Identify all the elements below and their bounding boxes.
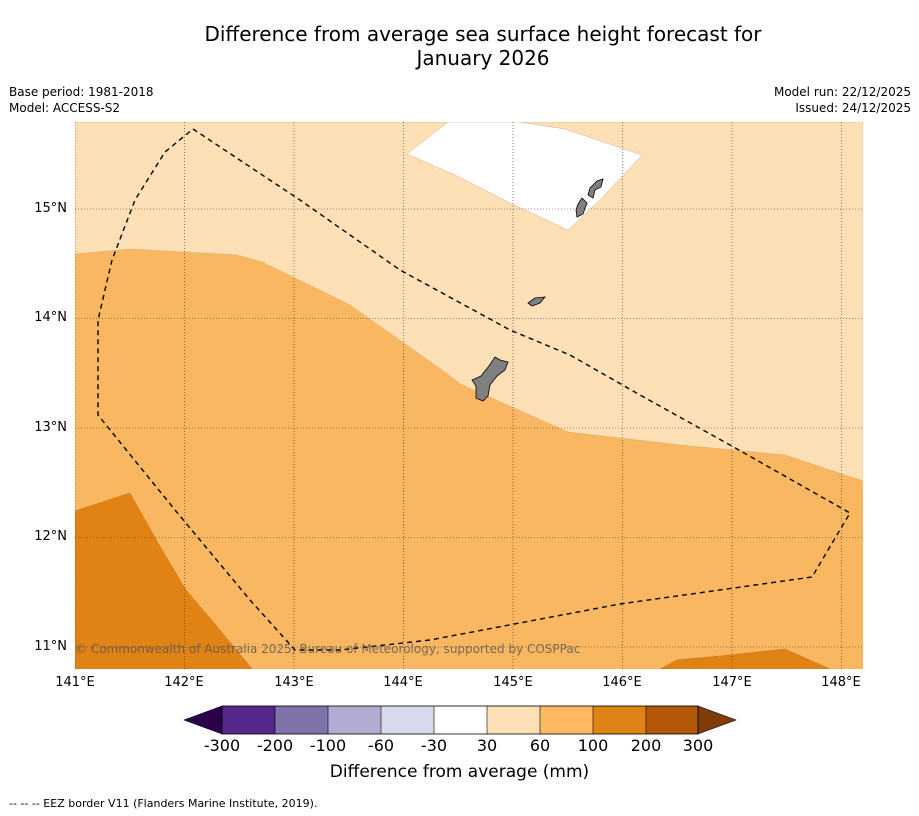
lon-label-144e: 144°E [383,675,423,690]
model-text: Model: ACCESS-S2 [9,101,121,115]
band-100-200-se [659,648,831,669]
colorbar-tick-neg30: -30 [420,736,448,755]
issued-text: Issued: 24/12/2025 [795,101,911,115]
colorbar-tick-300: 300 [682,736,714,755]
meta-right: Model run: 22/12/2025 Issued: 24/12/2025 [774,84,911,116]
colorbar-seg-9 [646,706,698,734]
colorbar-tick-neg100: -100 [309,736,347,755]
colorbar-tick-200: 200 [630,736,662,755]
island-tinian [575,197,588,218]
colorbar-tick-100: 100 [577,736,609,755]
colorbar-tick-neg300: -300 [203,736,241,755]
colorbar-seg-8 [593,706,646,734]
colorbar-tick-60: 60 [529,736,551,755]
island-rota [527,296,546,307]
colorbar-seg-2 [275,706,328,734]
band-30-60 [75,122,863,482]
colorbar-seg-1 [222,706,275,734]
lat-label-11n: 11°N [34,639,67,654]
colorbar-seg-7 [540,706,593,734]
lat-label-15n: 15°N [34,201,67,216]
island-guam [471,356,509,402]
meta-left: Base period: 1981-2018 Model: ACCESS-S2 [9,84,154,116]
colorbar-tick-neg60: -60 [367,736,395,755]
colorbar-extend-high [697,705,737,735]
colorbar-seg-5 [434,706,487,734]
model-run-text: Model run: 22/12/2025 [773,85,911,99]
lon-label-148e: 148°E [821,675,861,690]
lon-label-143e: 143°E [274,675,314,690]
lat-label-13n: 13°N [34,420,67,435]
copyright-text: © Commonwealth of Australia 2025, Bureau… [75,642,580,656]
colorbar-tick-30: 30 [476,736,498,755]
footer-eez-note: -- -- -- EEZ border V11 (Flanders Marine… [9,797,318,810]
gridlines [75,122,863,669]
colorbar-tick-neg200: -200 [256,736,294,755]
colorbar-seg-6 [487,706,540,734]
band-100-200-sw [75,492,253,669]
lon-label-141e: 141°E [55,675,95,690]
title-line-1: Difference from average sea surface heig… [204,22,762,46]
colorbar-seg-3 [328,706,381,734]
eez-border [97,128,851,651]
lat-label-14n: 14°N [34,310,67,325]
lat-label-12n: 12°N [34,529,67,544]
colorbar-label: Difference from average (mm) [329,762,590,782]
chart-title: Difference from average sea surface heig… [0,22,919,70]
lon-label-142e: 142°E [164,675,204,690]
lon-label-147e: 147°E [712,675,752,690]
island-saipan [587,178,604,199]
colorbar-extend-low [183,705,223,735]
title-line-2: January 2026 [416,46,550,70]
lon-label-145e: 145°E [493,675,533,690]
base-period-text: Base period: 1981-2018 [9,85,154,99]
lon-label-146e: 146°E [602,675,642,690]
colorbar [183,705,737,735]
colorbar-seg-4 [381,706,434,734]
islands [471,178,604,402]
